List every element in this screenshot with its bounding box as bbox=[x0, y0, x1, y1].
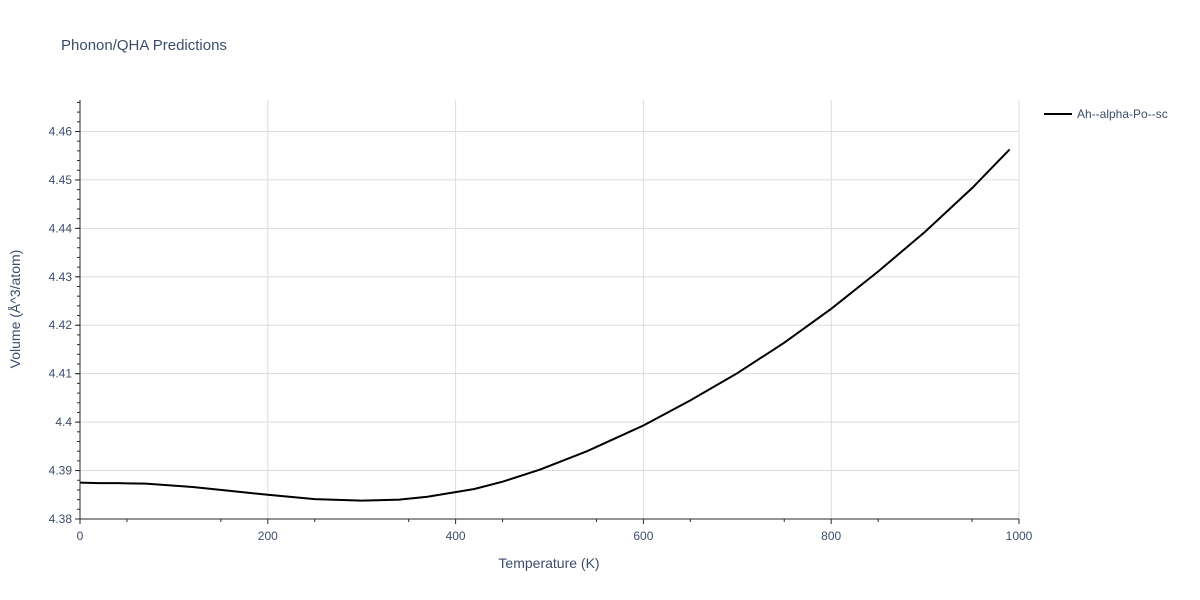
series-layer bbox=[79, 148, 1011, 502]
axes bbox=[79, 100, 1019, 520]
x-tick-label: 0 bbox=[77, 529, 84, 543]
y-tick-label: 4.4 bbox=[55, 415, 72, 429]
series-line[interactable] bbox=[79, 148, 1011, 502]
x-tick-label: 400 bbox=[446, 529, 466, 543]
y-tick-label: 4.39 bbox=[49, 464, 73, 478]
x-tick-label: 1000 bbox=[1006, 529, 1033, 543]
y-tick-label: 4.46 bbox=[49, 124, 73, 138]
x-tick-label: 800 bbox=[821, 529, 841, 543]
y-tick-label: 4.43 bbox=[49, 270, 73, 284]
y-tick-label: 4.42 bbox=[49, 318, 73, 332]
y-tick-label: 4.44 bbox=[49, 221, 73, 235]
y-axis-title: Volume (Å^3/atom) bbox=[7, 250, 23, 369]
y-tick-label: 4.38 bbox=[49, 512, 73, 526]
y-tick-label: 4.45 bbox=[49, 173, 73, 187]
y-axis-ticks: 4.38 4.39 4.4 4.41 4.42 4.43 4.44 4.45 4.46 bbox=[49, 101, 80, 526]
grid bbox=[80, 100, 1020, 520]
legend[interactable]: Ah--alpha-Po--sc bbox=[1044, 107, 1168, 121]
x-tick-label: 600 bbox=[633, 529, 653, 543]
legend-label[interactable]: Ah--alpha-Po--sc bbox=[1077, 107, 1168, 121]
x-axis-title: Temperature (K) bbox=[498, 555, 599, 571]
x-tick-label: 200 bbox=[258, 529, 278, 543]
x-axis-ticks: 0 200 400 600 800 1000 bbox=[77, 519, 1033, 543]
y-tick-label: 4.41 bbox=[49, 367, 73, 381]
chart-title: Phonon/QHA Predictions bbox=[61, 37, 227, 54]
